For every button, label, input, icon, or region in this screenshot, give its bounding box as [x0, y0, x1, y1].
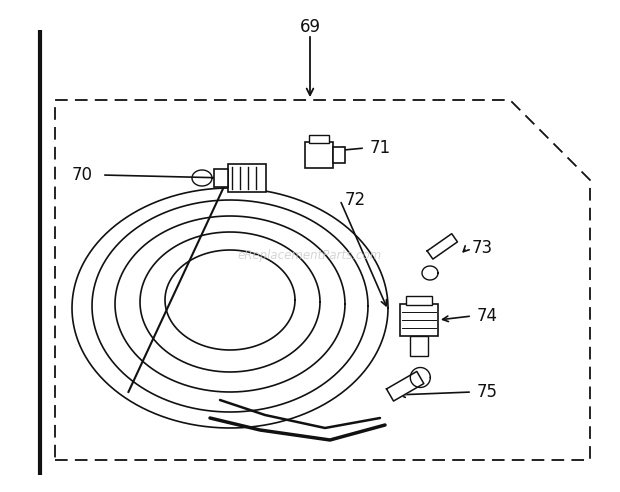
Bar: [305, 142, 333, 168]
Bar: [406, 296, 432, 305]
Text: 73: 73: [472, 239, 493, 257]
Text: 75: 75: [477, 383, 498, 401]
Bar: [228, 164, 266, 192]
Bar: [333, 147, 345, 163]
Text: 74: 74: [477, 307, 498, 325]
Polygon shape: [386, 371, 424, 401]
Bar: [400, 304, 438, 336]
Text: 71: 71: [370, 139, 391, 157]
Text: 69: 69: [299, 18, 321, 36]
Bar: [410, 336, 428, 356]
Polygon shape: [427, 234, 458, 259]
Text: 72: 72: [345, 191, 366, 209]
Text: 70: 70: [72, 166, 93, 184]
Bar: [309, 135, 329, 143]
Bar: [214, 169, 228, 187]
Text: eReplacementParts.com: eReplacementParts.com: [238, 249, 382, 262]
